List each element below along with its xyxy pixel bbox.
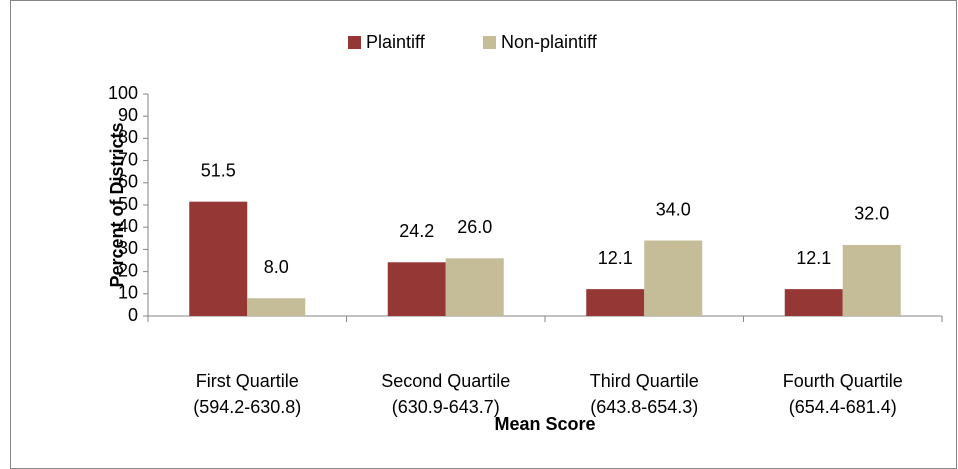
data-label: 12.1 <box>796 248 831 268</box>
x-tick-label: Second Quartile <box>381 371 510 391</box>
y-tick-label: 60 <box>118 172 138 192</box>
x-tick-label: (594.2-630.8) <box>193 397 301 417</box>
bar <box>784 289 843 316</box>
y-tick-label: 20 <box>118 260 138 280</box>
data-label: 32.0 <box>854 204 889 224</box>
x-tick-label: (643.8-654.3) <box>590 397 698 417</box>
data-label: 24.2 <box>399 221 434 241</box>
legend-swatch <box>348 36 361 49</box>
y-tick-label: 50 <box>118 194 138 214</box>
y-tick-label: 90 <box>118 105 138 125</box>
legend-label: Non-plaintiff <box>501 32 598 52</box>
chart-frame <box>10 0 957 469</box>
bar <box>189 201 248 316</box>
data-label: 34.0 <box>656 199 691 219</box>
data-label: 8.0 <box>264 257 289 277</box>
x-tick-label: (654.4-681.4) <box>789 397 897 417</box>
x-tick-label: Fourth Quartile <box>783 371 903 391</box>
x-tick-label: Third Quartile <box>590 371 699 391</box>
y-tick-label: 100 <box>108 83 138 103</box>
y-tick-label: 40 <box>118 216 138 236</box>
x-tick-label: (630.9-643.7) <box>392 397 500 417</box>
bar <box>842 244 901 316</box>
y-axis-title: Percent of Districts <box>107 122 127 287</box>
y-tick-label: 80 <box>118 127 138 147</box>
y-tick-label: 70 <box>118 149 138 169</box>
bar <box>445 258 504 316</box>
x-tick-label: First Quartile <box>196 371 299 391</box>
bar <box>247 298 306 316</box>
bar <box>644 240 703 316</box>
legend-label: Plaintiff <box>366 32 426 52</box>
bar <box>586 289 645 316</box>
legend-swatch <box>483 36 496 49</box>
bar <box>387 262 446 316</box>
x-axis-title: Mean Score <box>494 414 595 434</box>
y-tick-label: 0 <box>128 305 138 325</box>
y-tick-label: 10 <box>118 283 138 303</box>
data-label: 26.0 <box>457 217 492 237</box>
data-label: 12.1 <box>598 248 633 268</box>
y-tick-label: 30 <box>118 238 138 258</box>
data-label: 51.5 <box>201 160 236 180</box>
